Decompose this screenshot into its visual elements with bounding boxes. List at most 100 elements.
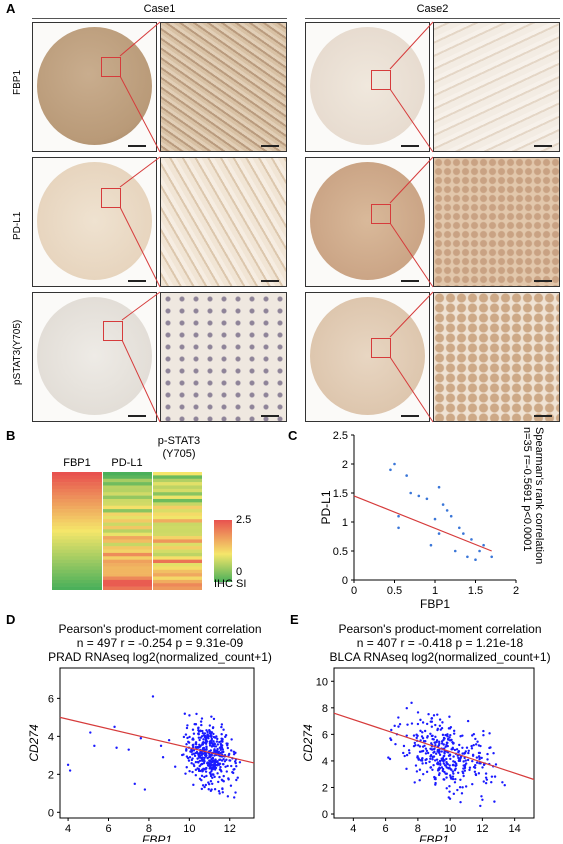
data-point [230,738,233,741]
data-point [226,795,230,798]
zoom-region-box [101,57,121,77]
data-point [421,762,424,765]
data-point [471,734,474,737]
data-point [402,744,406,748]
data-point [211,782,214,785]
data-point [202,738,205,741]
data-point [221,791,224,794]
data-point [438,753,442,757]
data-point [236,776,239,779]
data-point [421,721,425,724]
data-point [463,769,467,772]
data-point [433,517,437,521]
data-point [397,514,400,518]
data-point [456,754,459,757]
heatmap-col-fbp1: FBP1 [63,457,91,469]
data-point [233,796,236,799]
heatmap-cell [103,542,152,547]
heatmap-cell [52,495,102,500]
data-point [195,712,198,716]
data-point [452,741,455,745]
data-point [183,712,187,715]
heatmap-cell [153,569,202,574]
data-point [445,762,448,765]
heatmap-cell [103,539,152,544]
data-point [445,772,448,775]
heatmap-colorbar [214,520,232,582]
data-point [442,762,446,765]
data-point [187,740,190,743]
heatmap-cell [52,549,102,554]
data-point [430,725,434,728]
heatmap-cell [153,532,202,537]
zoom-region-box [371,70,391,90]
data-point [190,748,193,751]
data-point [225,742,228,745]
x-tick-label: 1 [432,585,438,597]
data-point [442,778,445,781]
data-point [219,742,223,746]
data-point [188,756,192,759]
heatmap-cell [103,482,152,486]
heatmap-cell [52,566,102,571]
data-point [221,762,225,766]
data-point [431,758,434,761]
data-point [208,764,211,767]
data-point [207,781,210,784]
case2-divider [305,18,560,19]
y-tick-label: 10 [316,676,328,688]
data-point [201,784,205,787]
heatmap-cell [52,546,102,550]
data-point [439,728,442,731]
data-point [464,759,467,762]
data-point [427,712,430,716]
zoom-case1-fbp1 [160,22,287,152]
data-point [438,759,442,763]
data-point [451,775,455,778]
scale-bar [401,280,419,282]
heatmap-cell [153,576,202,581]
x-tick-label: 12 [224,823,236,835]
data-point [484,776,488,779]
data-point [211,726,215,730]
heatmap-cell [153,488,202,493]
data-point [220,725,223,729]
data-point [446,733,449,736]
data-point [449,757,452,761]
data-point [223,760,227,763]
data-point [428,760,431,763]
panel-d-stats: n = 497 r = -0.254 p = 9.31e-09 [76,636,244,650]
panel-label-e: E [290,612,299,627]
data-point [486,758,489,761]
heatmap-cell [52,573,102,577]
data-point [191,738,194,741]
data-point [200,717,204,720]
chart-d: 4 6 8 10 12 0 2 4 6 FBP1 CD274 [27,667,255,842]
scale-bar [401,415,419,417]
data-point [224,765,227,768]
heatmap-cell [52,502,102,507]
data-point [465,746,469,749]
data-point [448,715,451,718]
data-point [434,743,437,747]
data-point [197,761,200,764]
data-point [430,742,433,745]
y-tick-label: 1 [342,517,348,529]
data-point [449,514,453,518]
data-point [210,715,213,718]
data-point [452,732,456,735]
data-point [414,744,417,747]
data-point [208,724,212,727]
data-point [437,740,441,744]
heatmap-cell [153,512,202,517]
data-point [204,767,208,771]
heatmap-cell [52,509,102,513]
heatmap-cell [52,583,102,587]
data-point [191,745,195,749]
data-point [203,732,207,735]
data-point [113,725,116,729]
data-point [474,737,477,741]
data-point [230,749,233,752]
heatmap-cell [153,549,202,554]
colorbar-min-label: 0 [236,566,243,578]
